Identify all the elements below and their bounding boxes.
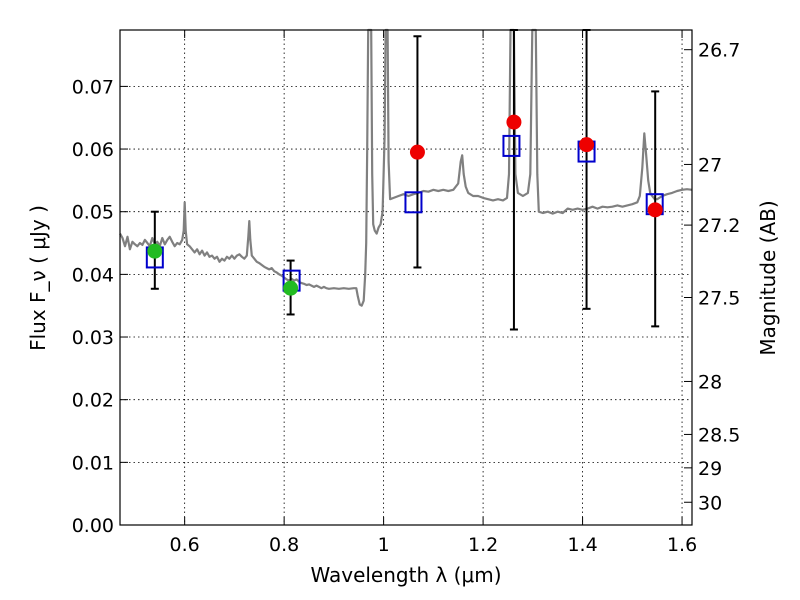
x-tick-label: 1 <box>378 534 390 556</box>
mag-tick-label: 29 <box>698 458 722 480</box>
y-tick-label: 0.01 <box>72 452 114 474</box>
x-tick-label: 1.2 <box>468 534 498 556</box>
y-axis-ticks: 0.00 0.01 0.02 0.03 0.04 0.05 0.06 0.07 <box>72 76 128 537</box>
model-square-marker <box>502 134 521 157</box>
mag-tick-label: 27.5 <box>698 288 740 310</box>
mag-tick-label: 28 <box>698 371 722 393</box>
mag-tick-label: 26.7 <box>698 40 740 62</box>
mag-tick-label: 27.2 <box>698 215 740 237</box>
y-tick-label: 0.03 <box>72 327 114 349</box>
x-tick-label: 0.6 <box>170 534 200 556</box>
y-axis-title-left: Flux F_ν ( μJy ) <box>26 205 50 351</box>
magnitude-axis-ticks: 26.7 27 27.2 27.5 28 28.5 29 30 <box>684 40 740 514</box>
y-axis-title-right: Magnitude (AB) <box>756 200 780 355</box>
nir-photometry-point <box>506 114 522 130</box>
y-tick-label: 0.04 <box>72 264 114 286</box>
spectrum-line <box>119 28 693 307</box>
spectrum-layer <box>119 28 693 307</box>
nir-photometry-point <box>409 144 425 160</box>
model-markers <box>145 134 664 292</box>
nir-photometry-point <box>579 137 595 153</box>
y-tick-label: 0.07 <box>72 76 114 98</box>
nir-photometry-point <box>647 202 663 218</box>
x-tick-label: 1.6 <box>667 534 697 556</box>
plot-frame <box>119 29 693 526</box>
mag-tick-label: 27 <box>698 154 722 176</box>
y-tick-label: 0.00 <box>72 515 114 537</box>
y-tick-label: 0.06 <box>72 139 114 161</box>
model-square-marker <box>404 191 423 214</box>
optical-photometry-point <box>147 243 163 259</box>
x-tick-label: 1.4 <box>567 534 597 556</box>
y-tick-label: 0.02 <box>72 390 114 412</box>
optical-photometry-point <box>283 280 299 296</box>
x-axis-ticks: 0.6 0.8 1 1.2 1.4 1.6 <box>170 30 697 556</box>
x-tick-label: 0.8 <box>269 534 299 556</box>
x-axis-title: Wavelength λ (μm) <box>310 563 501 587</box>
photometry-points <box>147 114 663 296</box>
mag-tick-label: 28.5 <box>698 424 740 446</box>
y-tick-label: 0.05 <box>72 202 114 224</box>
mag-tick-label: 30 <box>698 492 722 514</box>
grid-lines <box>120 30 692 525</box>
